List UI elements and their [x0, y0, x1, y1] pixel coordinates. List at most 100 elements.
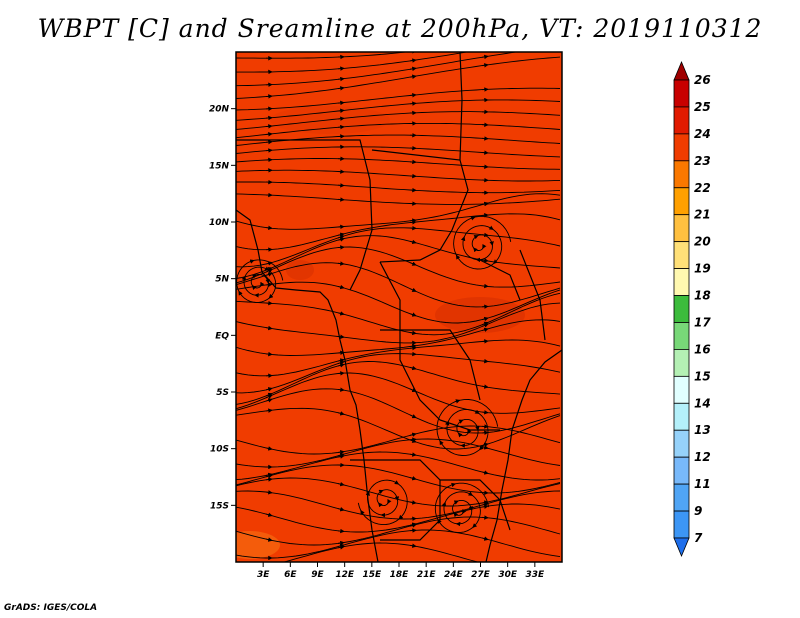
streamline-arrow — [394, 480, 400, 485]
country-borders — [236, 52, 562, 562]
streamline-arrow — [460, 236, 466, 242]
coastline-west-africa — [236, 209, 379, 562]
streamline-arrow — [481, 63, 489, 68]
streamline-arrow — [409, 239, 417, 245]
wbpt-anomaly-central — [435, 297, 525, 333]
streamline — [236, 52, 470, 73]
colorbar-label: 20 — [694, 235, 711, 249]
streamline-arrow — [488, 225, 494, 230]
x-tick-label: 9E — [311, 570, 324, 580]
streamline-arrow — [337, 540, 345, 546]
colorbar-label: 15 — [694, 369, 711, 383]
border-lines-9 — [519, 249, 546, 341]
streamline-arrow — [337, 449, 345, 455]
streamline-arrow — [265, 225, 273, 231]
streamline-arrow — [378, 502, 383, 508]
streamline — [236, 122, 561, 139]
streamline — [236, 319, 561, 356]
colorbar-label: 14 — [694, 396, 711, 410]
streamline-arrow — [474, 409, 480, 414]
colorbar-segment — [673, 106, 690, 135]
streamline-arrow — [337, 311, 345, 316]
streamline-arrow — [265, 408, 273, 413]
streamline-arrow — [470, 216, 476, 221]
streamline-arrow — [453, 512, 459, 518]
streamline-arrow — [481, 327, 489, 332]
streamline — [236, 111, 561, 130]
streamline-arrow — [265, 473, 273, 479]
streamline-arrow — [265, 282, 273, 287]
x-tick-label: 30E — [498, 570, 518, 580]
streamline-arrow — [265, 394, 273, 399]
colorbar-label: 25 — [694, 100, 711, 114]
streamline-arrow — [337, 507, 345, 512]
colorbar-segment — [673, 456, 690, 485]
streamline — [236, 281, 561, 324]
streamline-arrow — [481, 470, 489, 475]
x-tick-label: 6E — [284, 570, 297, 580]
streamline-arrow — [481, 283, 489, 289]
chart-title: WBPT [C] and Sreamline at 200hPa, VT: 20… — [37, 14, 763, 43]
colorbar-label: 18 — [694, 289, 711, 303]
colorbar-segment — [673, 510, 690, 539]
streamline-arrow — [457, 432, 463, 438]
streamline — [434, 482, 490, 533]
colorbar-segment — [673, 375, 690, 404]
streamline — [236, 503, 561, 533]
colorbar-min-triangle — [673, 537, 690, 558]
streamline-arrow — [409, 66, 417, 72]
y-tick-label: 20N — [209, 105, 230, 115]
streamline-arrow — [337, 284, 345, 290]
streamline-arrow — [337, 545, 345, 550]
border-lines-6 — [380, 329, 481, 401]
streamline-arrow — [481, 201, 489, 207]
streamline-arrow — [337, 76, 345, 82]
streamline-arrow — [265, 477, 273, 482]
streamline-arrow — [455, 399, 461, 404]
colorbar-segment — [673, 214, 690, 243]
streamline — [236, 87, 561, 111]
x-tick-label: 12E — [335, 570, 355, 580]
colorbar-segment — [673, 349, 690, 377]
x-axis: 3E 6E 9E 12E 15E 18E 21E 24E 27E 30E 33E — [257, 562, 545, 580]
streamline-arrow — [265, 139, 273, 145]
streamline-arrow — [409, 74, 417, 79]
streamline-arrow — [481, 536, 489, 541]
y-tick-label: 5S — [216, 388, 229, 398]
streamline-arrow — [265, 272, 273, 277]
streamline — [236, 372, 561, 414]
streamline-arrow — [482, 41, 488, 42]
colorbar-label: 21 — [694, 208, 711, 222]
colorbar: 26 25 24 23 22 21 20 19 18 17 16 15 14 13 12 11 9 7 — [673, 60, 711, 558]
streamline-arrow — [409, 476, 417, 481]
streamline-arrow — [268, 293, 274, 299]
streamline-arrow — [409, 500, 417, 505]
streamline — [236, 99, 561, 121]
streamline-arrow — [409, 523, 417, 528]
streamline-arrow — [458, 419, 464, 424]
streamline-arrow — [337, 237, 345, 242]
streamline-arrow — [493, 259, 498, 265]
colorbar-segment — [673, 483, 690, 512]
streamline — [236, 213, 561, 251]
colorbar-segment — [673, 241, 690, 269]
streamline-arrow — [265, 131, 273, 137]
streamline-arrow — [337, 234, 345, 240]
streamline-arrow — [265, 446, 273, 451]
colorbar-segment — [673, 79, 690, 108]
streamline-arrow — [468, 491, 474, 496]
streamline-arrow — [409, 220, 417, 225]
colorbar-label: 17 — [694, 315, 711, 329]
streamline — [236, 361, 561, 405]
y-tick-label: 10S — [210, 445, 229, 455]
streamline-arrow — [337, 108, 345, 114]
streamline-arrow — [265, 537, 273, 542]
y-axis: 20N 15N 10N 5N EQ 5S 10S 15S — [209, 105, 236, 511]
streamline-arrow — [337, 363, 345, 368]
streamline-arrow — [337, 232, 345, 237]
streamline — [236, 259, 284, 303]
streamline — [236, 516, 561, 546]
streamline-arrow — [337, 261, 345, 266]
streamline-arrow — [451, 482, 456, 488]
streamline-arrow — [481, 502, 489, 507]
